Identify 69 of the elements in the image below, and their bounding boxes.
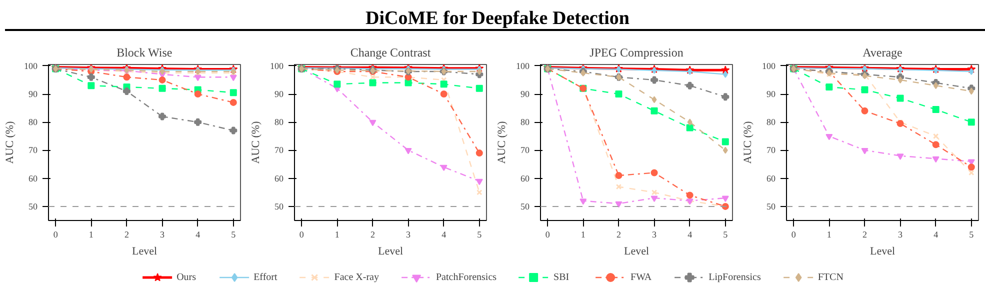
x-tick-label: 0	[545, 230, 550, 240]
x-axis-title: Level	[378, 246, 404, 258]
y-tick-label: 80	[520, 117, 530, 128]
chart-title: Average	[862, 46, 902, 60]
x-tick-label: 4	[688, 230, 693, 240]
legend-label: Face X-ray	[334, 272, 379, 282]
x-tick-label: 2	[370, 230, 375, 240]
y-tick-label: 50	[520, 201, 530, 212]
x-tick-label: 1	[826, 230, 832, 240]
y-axis-title: AUC (%)	[742, 120, 754, 164]
y-tick-label: 80	[28, 117, 38, 128]
legend-label: Effort	[254, 272, 278, 282]
chart-title: JPEG Compression	[590, 46, 684, 60]
x-tick-label: 2	[862, 230, 867, 240]
x-tick-label: 0	[53, 230, 58, 240]
y-tick-label: 80	[766, 117, 776, 128]
y-tick-label: 70	[766, 145, 776, 156]
x-tick-label: 2	[124, 230, 129, 240]
y-tick-label: 90	[274, 89, 284, 100]
y-tick-label: 50	[274, 201, 284, 212]
x-tick-label: 0	[299, 230, 304, 240]
x-tick-label: 1	[88, 230, 94, 240]
chart-title: Block Wise	[116, 46, 172, 60]
legend-label: PatchForensics	[436, 272, 497, 282]
x-tick-label: 3	[406, 230, 412, 240]
y-tick-label: 100	[762, 60, 776, 71]
x-tick-label: 5	[231, 230, 236, 240]
x-tick-label: 4	[934, 230, 939, 240]
y-tick-label: 50	[766, 201, 776, 212]
x-tick-label: 5	[969, 230, 974, 240]
y-axis-title: AUC (%)	[4, 120, 16, 164]
chart-title: Change Contrast	[350, 46, 432, 60]
y-tick-label: 90	[766, 89, 776, 100]
x-tick-label: 1	[334, 230, 340, 240]
x-tick-label: 3	[898, 230, 904, 240]
y-tick-label: 100	[24, 60, 38, 71]
y-tick-label: 60	[520, 173, 530, 184]
x-tick-label: 4	[442, 230, 447, 240]
y-tick-label: 70	[28, 145, 38, 156]
x-tick-label: 5	[723, 230, 728, 240]
text: DiCoME for Deepfake Detection	[366, 7, 630, 31]
x-axis-title: Level	[870, 246, 896, 258]
y-tick-label: 70	[520, 145, 530, 156]
x-tick-label: 3	[160, 230, 166, 240]
y-axis-title: AUC (%)	[496, 120, 508, 164]
y-tick-label: 60	[28, 173, 38, 184]
y-tick-label: 70	[274, 145, 284, 156]
y-tick-label: 100	[270, 60, 284, 71]
x-tick-label: 3	[652, 230, 658, 240]
y-tick-label: 90	[28, 89, 38, 100]
legend-label: SBI	[554, 272, 570, 282]
x-axis-title: Level	[132, 246, 158, 258]
y-tick-label: 90	[520, 89, 530, 100]
y-tick-label: 80	[274, 117, 284, 128]
y-axis-title: AUC (%)	[250, 120, 262, 164]
x-tick-label: 2	[616, 230, 621, 240]
x-tick-label: 0	[791, 230, 796, 240]
y-tick-label: 100	[516, 60, 530, 71]
x-tick-label: 4	[196, 230, 201, 240]
x-axis-title: Level	[624, 246, 650, 258]
legend-label: LipForensics	[708, 272, 761, 282]
y-tick-label: 60	[274, 173, 284, 184]
x-tick-label: 1	[580, 230, 586, 240]
legend-label: FTCN	[818, 272, 844, 282]
y-tick-label: 60	[766, 173, 776, 184]
y-tick-label: 50	[28, 201, 38, 212]
legend-label: Ours	[176, 272, 197, 282]
x-tick-label: 5	[477, 230, 482, 240]
legend-label: FWA	[630, 272, 652, 282]
